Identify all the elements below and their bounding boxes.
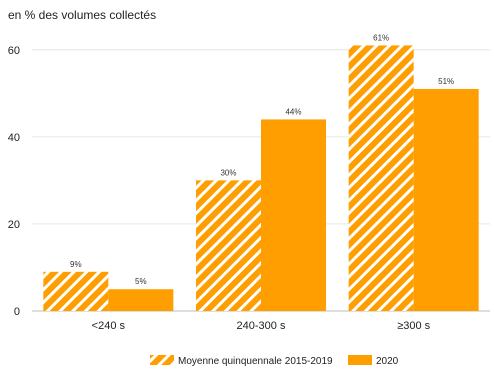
data-label: 30% xyxy=(220,168,236,177)
y-tick-label: 60 xyxy=(8,45,20,57)
data-label: 5% xyxy=(135,277,147,286)
x-tick-label: ≥300 s xyxy=(397,320,430,332)
data-label: 9% xyxy=(70,260,82,269)
x-tick-label: <240 s xyxy=(92,320,126,332)
legend-label: Moyenne quinquennale 2015-2019 xyxy=(178,356,333,367)
legend-swatch xyxy=(150,355,174,365)
bar xyxy=(196,180,261,311)
y-axis-ticks: 0 20 40 60 xyxy=(8,45,20,318)
bar xyxy=(413,88,479,311)
x-tick-label: 240-300 s xyxy=(237,320,286,332)
bar xyxy=(348,45,414,312)
legend: Moyenne quinquennale 2015-2019 2020 xyxy=(150,355,399,367)
data-label: 61% xyxy=(373,33,389,42)
legend-label: 2020 xyxy=(376,356,399,367)
data-label: 44% xyxy=(285,107,301,116)
y-tick-label: 0 xyxy=(14,306,20,318)
bar xyxy=(261,119,326,311)
y-tick-label: 40 xyxy=(8,132,20,144)
legend-swatch xyxy=(348,355,372,365)
data-label: 51% xyxy=(438,77,454,86)
y-axis-label: en % des volumes collectés xyxy=(8,8,157,22)
bar xyxy=(43,271,109,311)
bar xyxy=(108,289,174,311)
bars: 9% 5% 30% 44% 61% 51% xyxy=(43,33,479,312)
x-axis-ticks: <240 s 240-300 s ≥300 s xyxy=(92,320,431,332)
y-tick-label: 20 xyxy=(8,219,20,231)
